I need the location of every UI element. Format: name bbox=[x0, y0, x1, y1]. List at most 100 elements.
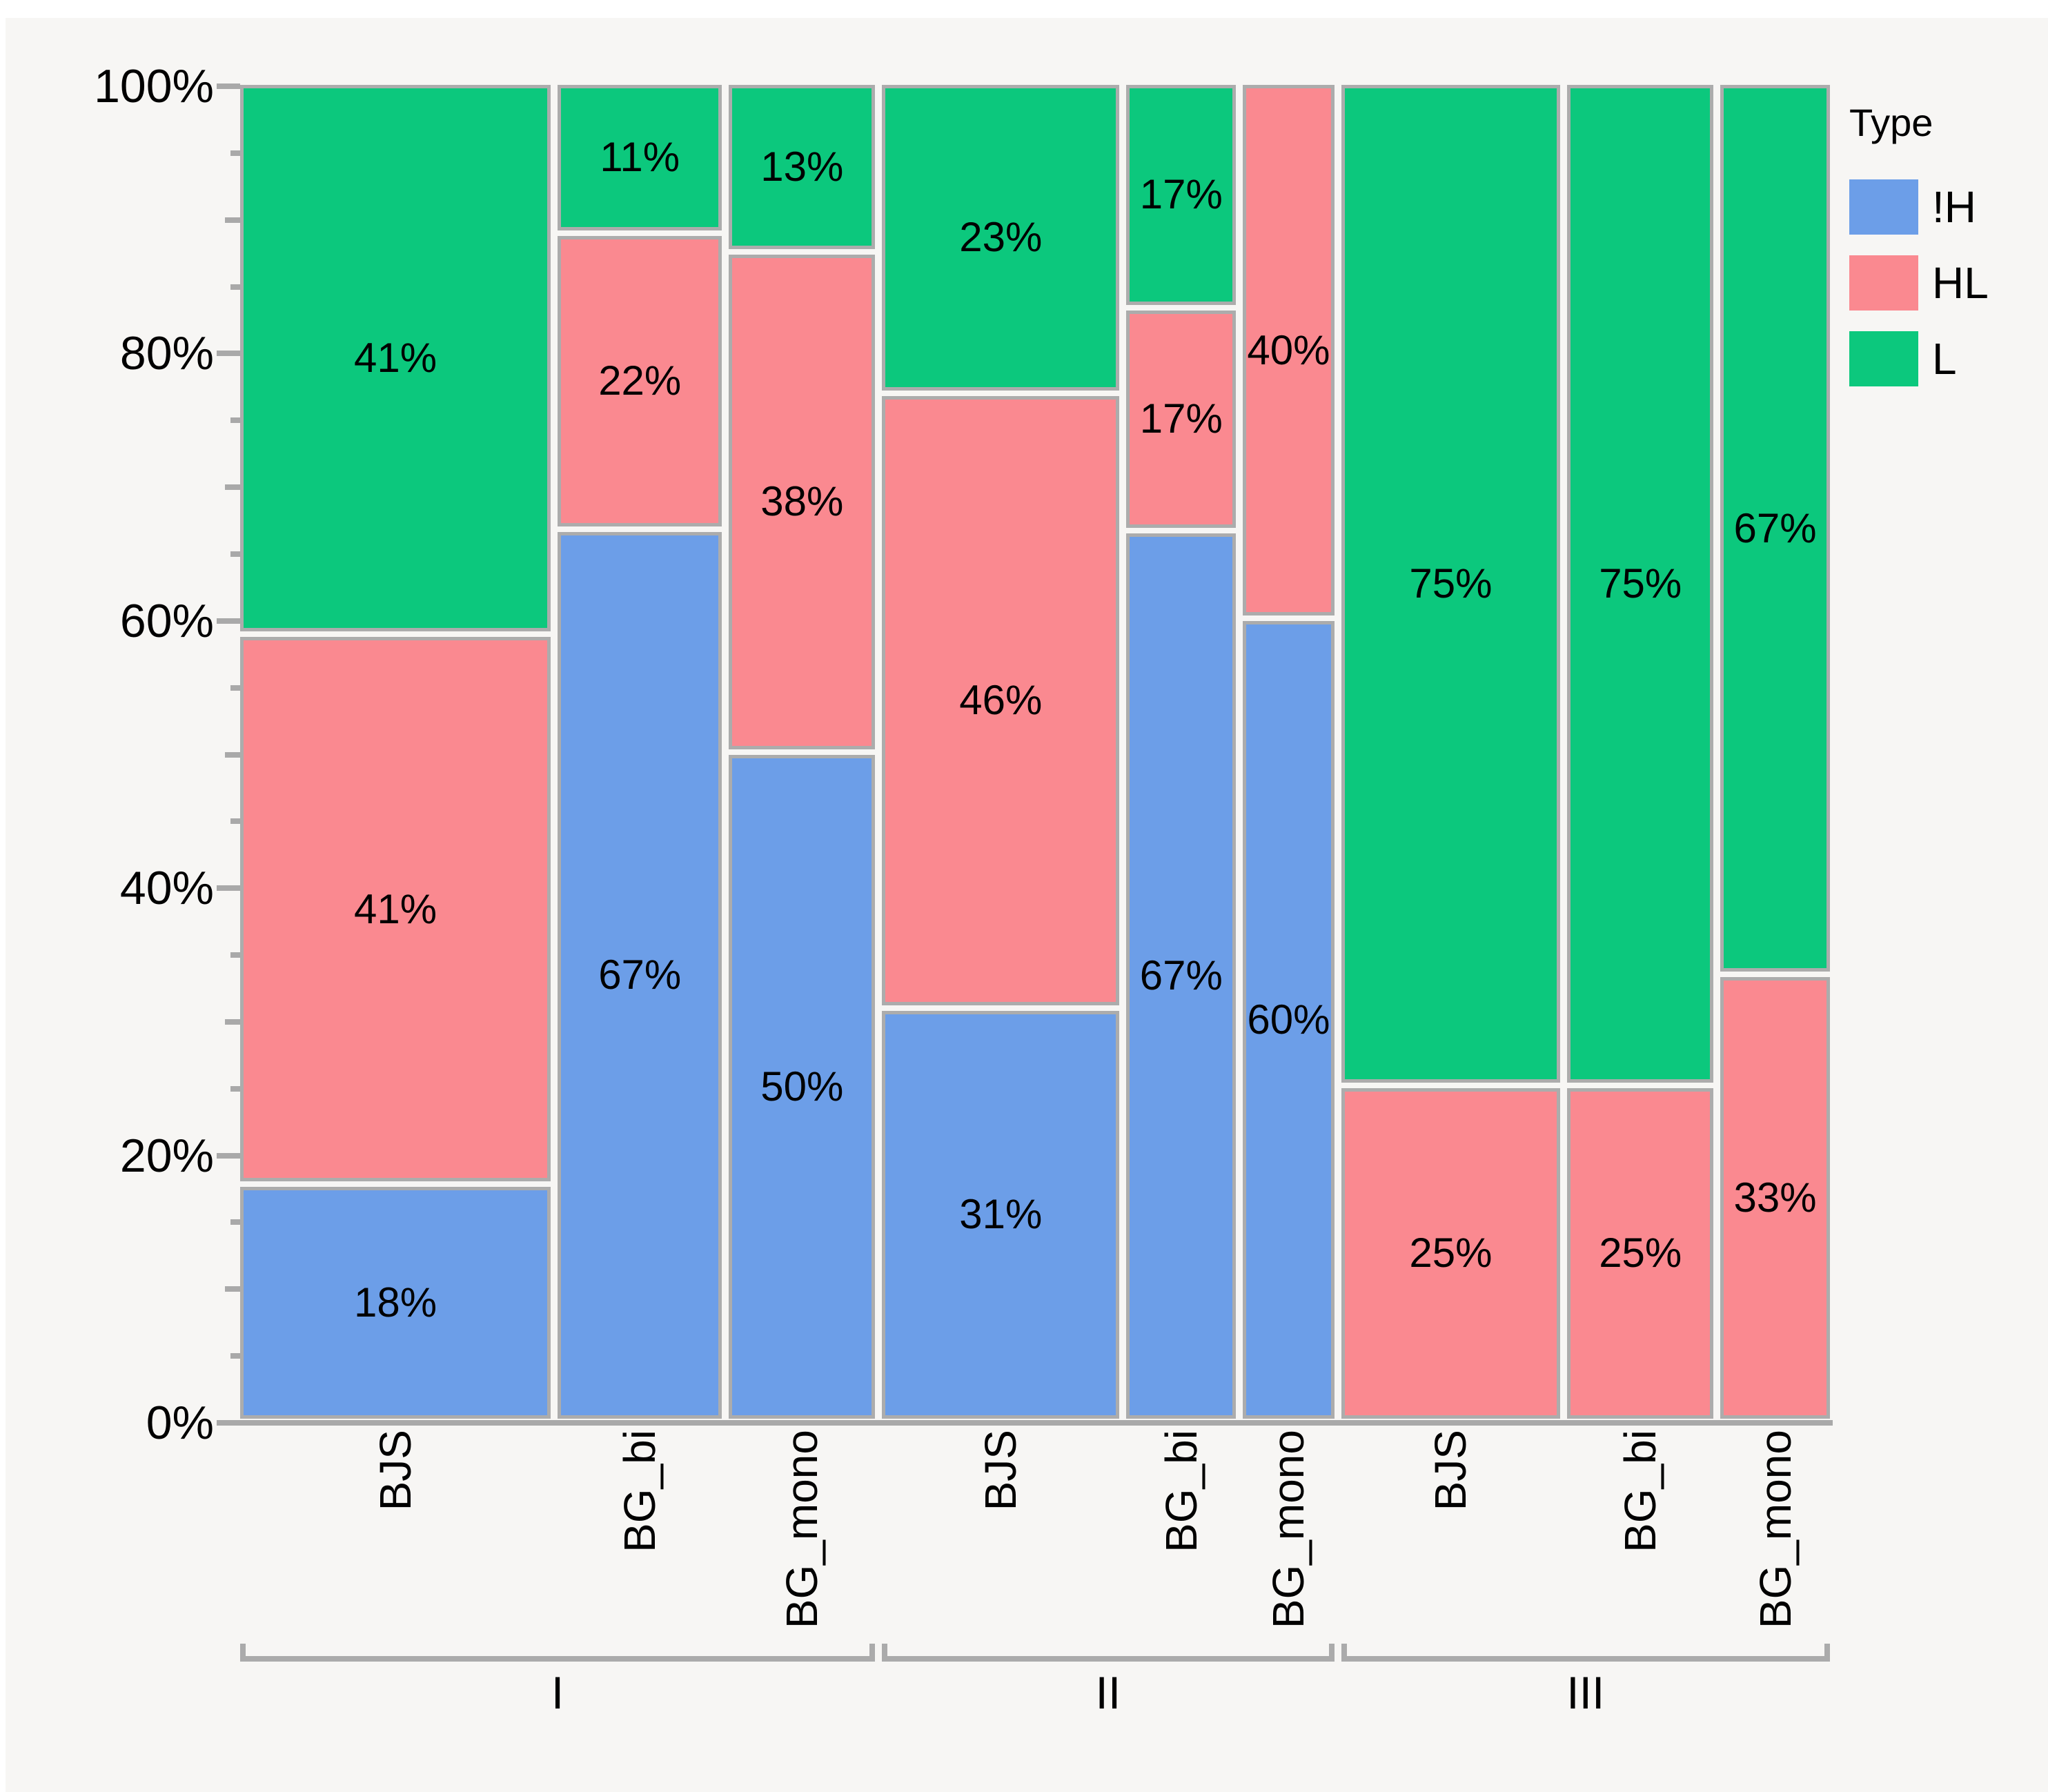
mosaic-segment[interactable] bbox=[882, 85, 1120, 391]
legend-swatch bbox=[1849, 331, 1918, 386]
mosaic-segment[interactable] bbox=[1243, 85, 1335, 616]
segment-label: 13% bbox=[760, 143, 844, 190]
segment-label: 23% bbox=[959, 214, 1043, 261]
group-label: II bbox=[1095, 1667, 1121, 1718]
legend-entry-label: !H bbox=[1932, 182, 1976, 232]
segment-label: 11% bbox=[600, 134, 680, 181]
mosaic-segment[interactable] bbox=[240, 85, 551, 632]
segment-label: 67% bbox=[1139, 952, 1223, 999]
y-axis-tick bbox=[230, 1219, 240, 1225]
x-axis-label: BJS bbox=[1426, 1430, 1476, 1511]
segment-label: 17% bbox=[1139, 395, 1223, 442]
y-axis-tick bbox=[230, 1085, 240, 1092]
x-axis-label: BG_bi bbox=[1156, 1430, 1206, 1553]
mosaic-segment[interactable] bbox=[558, 531, 722, 1419]
y-axis-tick bbox=[230, 952, 240, 958]
mosaic-segment[interactable] bbox=[1126, 533, 1237, 1419]
segment-label: 31% bbox=[959, 1191, 1043, 1238]
mosaic-segment[interactable] bbox=[729, 85, 876, 249]
x-axis-label: BJS bbox=[976, 1430, 1026, 1511]
segment-label: 33% bbox=[1733, 1174, 1817, 1221]
mosaic-segment[interactable] bbox=[1720, 977, 1830, 1419]
legend-entry-label: L bbox=[1932, 334, 1957, 384]
legend-entry-label: HL bbox=[1932, 258, 1989, 308]
segment-label: 41% bbox=[354, 885, 437, 932]
mosaic-segment[interactable] bbox=[882, 1010, 1120, 1419]
segment-label: 22% bbox=[598, 357, 682, 404]
mosaic-segment[interactable] bbox=[240, 637, 551, 1181]
mosaic-segment[interactable] bbox=[1341, 85, 1561, 1083]
legend-title: Type bbox=[1849, 101, 1933, 144]
legend-entry[interactable]: !H bbox=[1849, 179, 1976, 235]
segment-label: 41% bbox=[354, 335, 437, 382]
mosaic-segment[interactable] bbox=[1567, 85, 1714, 1083]
segment-label: 50% bbox=[760, 1063, 844, 1110]
mosaic-segment[interactable] bbox=[1243, 621, 1335, 1419]
legend-swatch bbox=[1849, 255, 1918, 311]
mosaic-segment[interactable] bbox=[1720, 85, 1830, 972]
segment-label: 60% bbox=[1247, 996, 1330, 1043]
x-axis-label: BG_bi bbox=[1615, 1430, 1666, 1553]
y-axis-tick bbox=[217, 885, 240, 892]
y-axis-tick bbox=[217, 1152, 240, 1159]
y-axis-tick bbox=[225, 484, 240, 491]
y-axis-tick bbox=[217, 618, 240, 624]
mosaic-segment[interactable] bbox=[558, 235, 722, 526]
y-axis-tick bbox=[230, 818, 240, 825]
segment-label: 38% bbox=[760, 478, 844, 525]
mosaic-segment[interactable] bbox=[882, 395, 1120, 1005]
y-axis-tick bbox=[225, 217, 240, 223]
segment-label: 40% bbox=[1247, 326, 1330, 373]
segment-label: 18% bbox=[354, 1279, 437, 1326]
group-bracket bbox=[240, 1644, 876, 1662]
x-axis-label: BJS bbox=[371, 1430, 421, 1511]
mosaic-segment[interactable] bbox=[1126, 310, 1237, 528]
segment-label: 75% bbox=[1409, 560, 1493, 607]
y-axis-tick-label: 100% bbox=[94, 60, 214, 112]
legend-entry[interactable]: HL bbox=[1849, 255, 1989, 311]
segment-label: 75% bbox=[1599, 560, 1682, 607]
mosaic-segment[interactable] bbox=[1126, 85, 1237, 305]
y-axis-tick-label: 40% bbox=[119, 862, 214, 915]
y-axis-tick-label: 60% bbox=[119, 594, 214, 647]
y-axis-tick-label: 0% bbox=[146, 1397, 214, 1449]
segment-label: 25% bbox=[1599, 1230, 1682, 1277]
segment-label: 25% bbox=[1409, 1230, 1493, 1277]
mosaic-segment[interactable] bbox=[729, 254, 876, 749]
x-axis-label: BG_bi bbox=[615, 1430, 665, 1553]
x-axis-label: BG_mono bbox=[1750, 1430, 1800, 1629]
y-axis-tick bbox=[217, 83, 240, 89]
x-axis-line bbox=[217, 1420, 1833, 1426]
legend-swatch bbox=[1849, 179, 1918, 235]
legend-entry[interactable]: L bbox=[1849, 331, 1957, 386]
window-margin-left bbox=[0, 0, 6, 1792]
y-axis-tick bbox=[230, 551, 240, 557]
group-bracket bbox=[1341, 1644, 1830, 1662]
mosaic-segment[interactable] bbox=[1341, 1087, 1561, 1419]
mosaic-segment[interactable] bbox=[1567, 1087, 1714, 1419]
y-axis-tick bbox=[230, 685, 240, 691]
segment-label: 46% bbox=[959, 677, 1043, 724]
x-axis-label: BG_mono bbox=[1263, 1430, 1314, 1629]
group-label: I bbox=[551, 1667, 564, 1718]
mosaic-segment[interactable] bbox=[558, 85, 722, 230]
y-axis-tick-label: 20% bbox=[119, 1129, 214, 1182]
y-axis-tick bbox=[230, 1353, 240, 1359]
segment-label: 67% bbox=[1733, 504, 1817, 551]
y-axis-tick bbox=[230, 150, 240, 156]
segment-label: 17% bbox=[1139, 171, 1223, 218]
y-axis-tick bbox=[225, 1018, 240, 1025]
group-bracket bbox=[882, 1644, 1335, 1662]
segment-label: 67% bbox=[598, 952, 682, 998]
window-margin-top bbox=[0, 0, 2048, 18]
mosaic-segment[interactable] bbox=[240, 1186, 551, 1419]
y-axis-tick bbox=[225, 1286, 240, 1292]
y-axis-tick-label: 80% bbox=[119, 327, 214, 380]
y-axis-tick bbox=[230, 417, 240, 424]
mosaic-segment[interactable] bbox=[729, 754, 876, 1419]
group-label: III bbox=[1566, 1667, 1605, 1718]
y-axis-tick bbox=[230, 284, 240, 290]
x-axis-label: BG_mono bbox=[777, 1430, 827, 1629]
